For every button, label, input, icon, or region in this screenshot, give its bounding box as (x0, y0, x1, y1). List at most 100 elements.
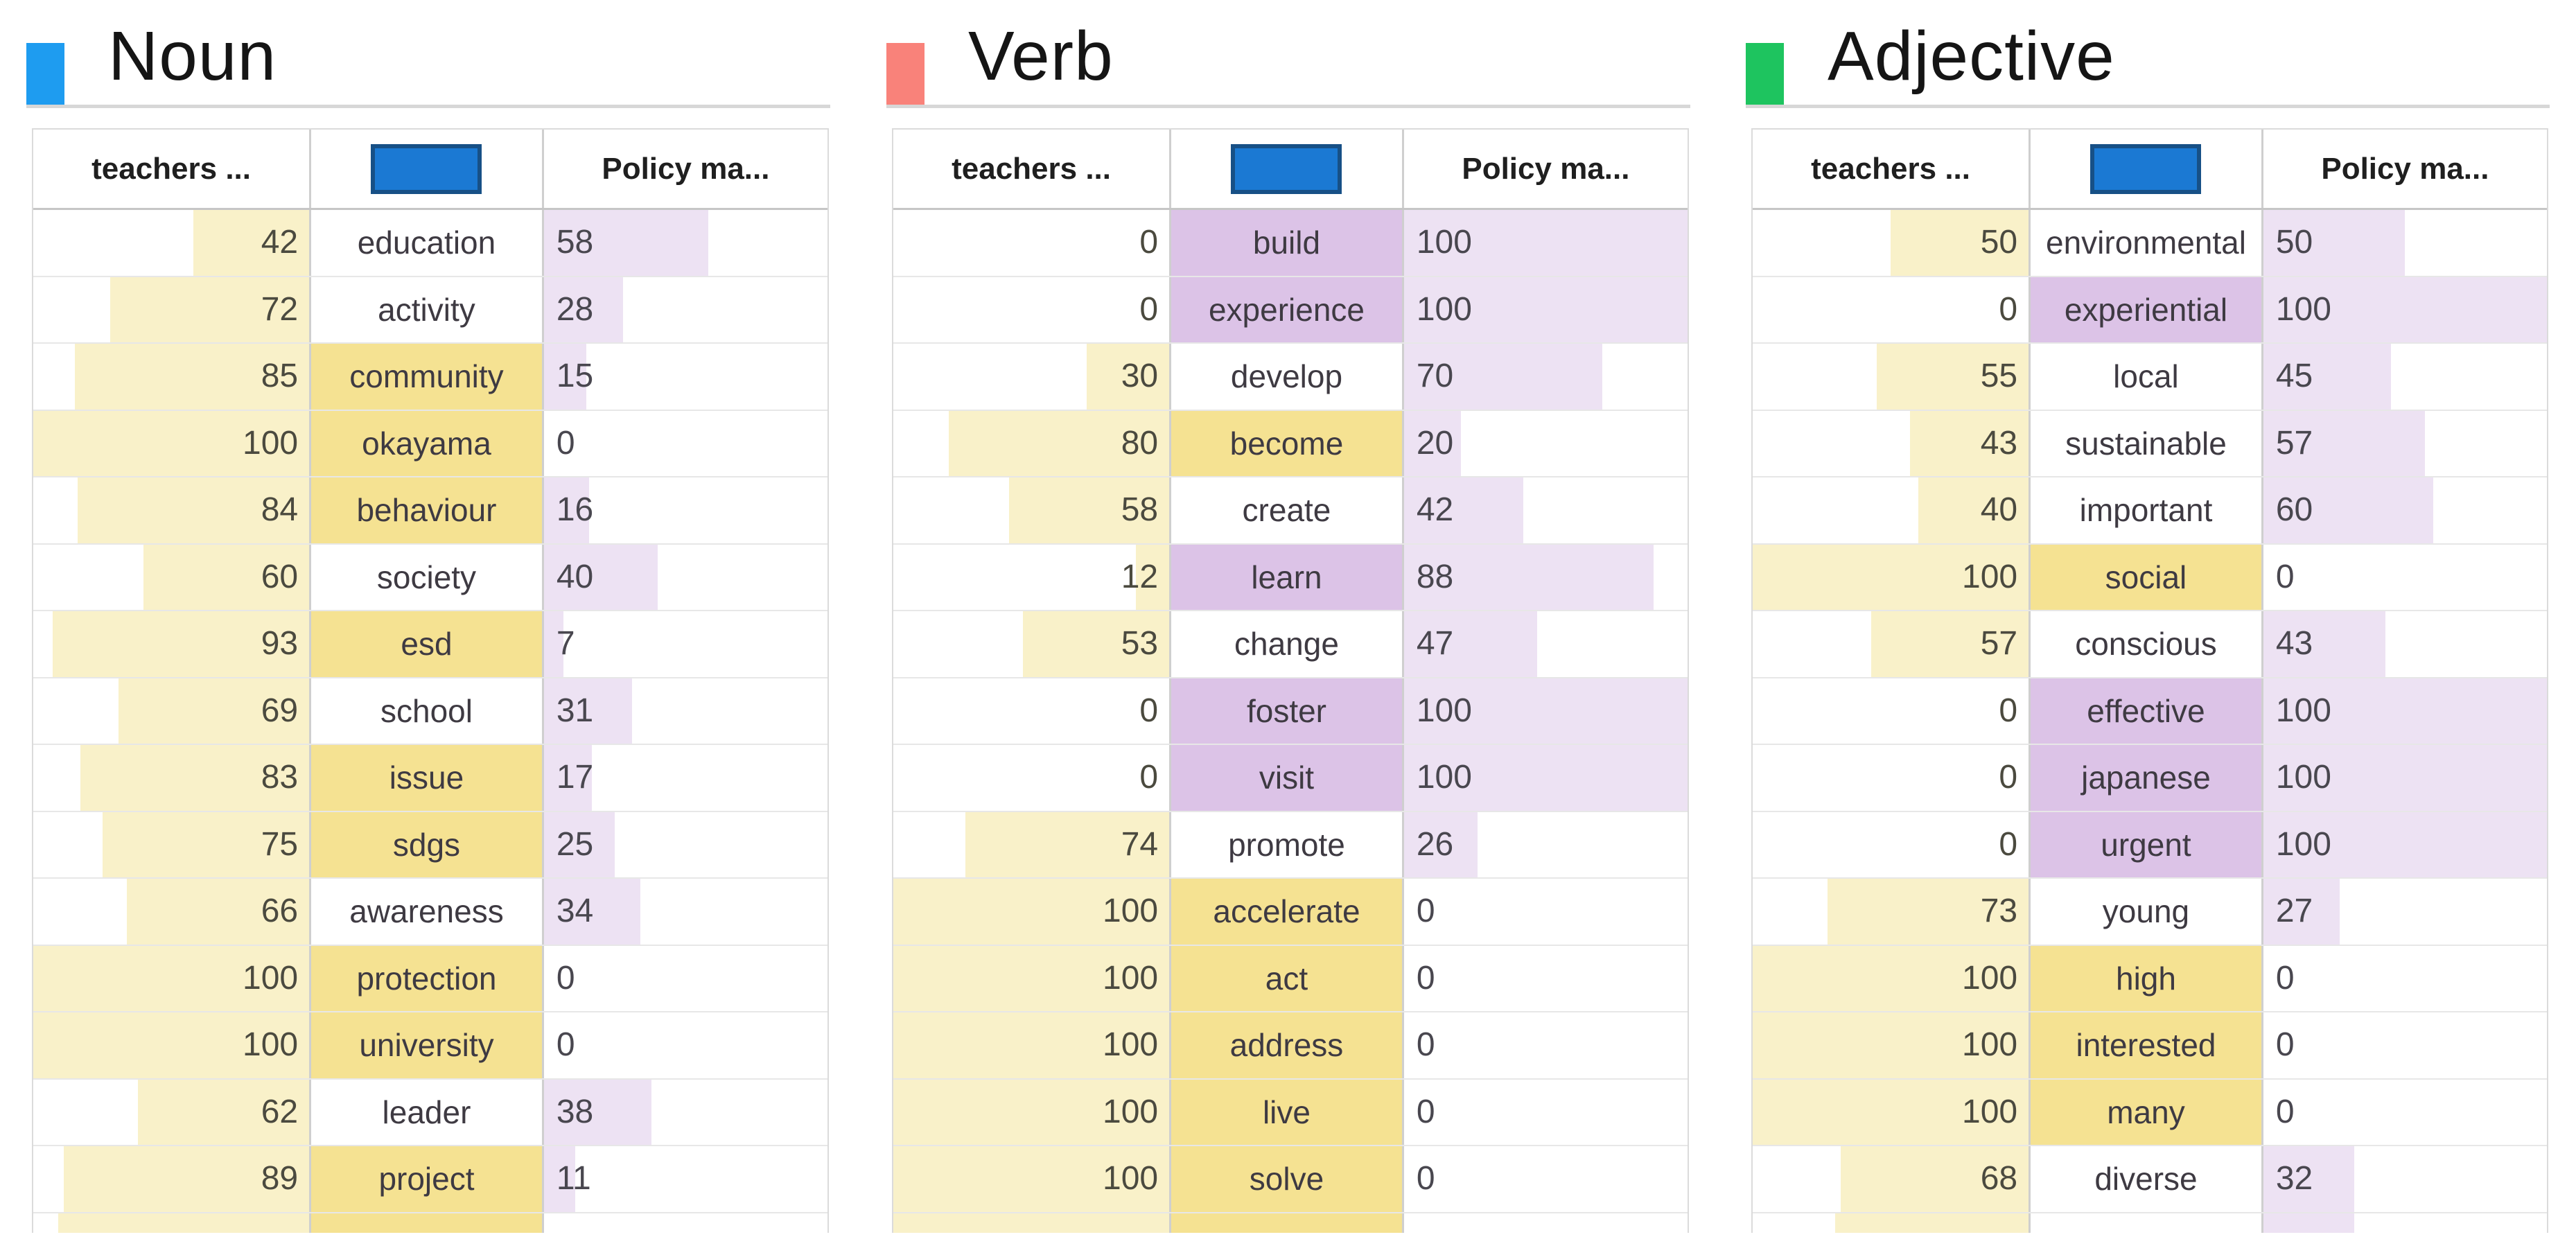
column-header-word[interactable] (311, 130, 544, 208)
policy-value-cell[interactable] (2263, 1213, 2547, 1233)
policy-value-cell[interactable]: 0 (544, 411, 827, 477)
column-header-policy[interactable]: Policy ma... (2321, 151, 2489, 186)
teachers-value-cell[interactable]: 74 (893, 811, 1172, 877)
table-row[interactable]: 100 act 0 (893, 945, 1688, 1012)
table-row[interactable]: 73 young 27 (1753, 879, 2547, 946)
word-cell[interactable]: local (2031, 344, 2263, 410)
policy-value-cell[interactable]: 7 (543, 611, 827, 677)
word-cell[interactable]: activity (311, 277, 544, 342)
table-row-partial[interactable] (33, 1213, 827, 1233)
word-cell[interactable]: important (2031, 477, 2263, 543)
word-cell[interactable]: esd (311, 611, 544, 677)
table-row[interactable]: 69 school 31 (33, 678, 827, 745)
teachers-value-cell[interactable]: 100 (33, 945, 312, 1011)
word-cell[interactable]: behaviour (311, 477, 544, 543)
table-row[interactable]: 62 leader 38 (33, 1079, 827, 1146)
table-row[interactable]: 100 university 0 (33, 1012, 827, 1080)
teachers-value-cell[interactable]: 93 (33, 611, 312, 677)
word-cell[interactable]: conscious (2031, 611, 2263, 677)
table-row[interactable]: 60 society 40 (33, 544, 827, 611)
table-row[interactable]: 57 conscious 43 (1753, 611, 2547, 678)
teachers-value-cell[interactable]: 100 (33, 410, 312, 476)
table-row[interactable]: 89 project 11 (33, 1146, 827, 1213)
policy-value-cell[interactable]: 0 (1404, 1080, 1688, 1146)
word-cell[interactable]: experience (1171, 277, 1404, 342)
table-row[interactable]: 68 diverse 32 (1753, 1146, 2547, 1213)
word-cell[interactable]: sustainable (2031, 410, 2263, 476)
word-cell[interactable]: okayama (311, 410, 544, 476)
word-cell[interactable]: effective (2031, 678, 2263, 744)
teachers-value-cell[interactable]: 85 (33, 344, 312, 410)
table-row-partial[interactable] (1753, 1213, 2547, 1233)
word-cell[interactable]: visit (1171, 745, 1404, 811)
column-header-teachers[interactable]: teachers ... (33, 130, 312, 208)
policy-value-cell[interactable]: 60 (2263, 477, 2547, 543)
word-cell[interactable]: leader (311, 1079, 544, 1145)
teachers-value-cell[interactable]: 100 (893, 945, 1172, 1011)
policy-value-cell[interactable]: 100 (1403, 210, 1688, 276)
table-row[interactable]: 100 many 0 (1753, 1079, 2547, 1146)
word-cell[interactable]: awareness (311, 879, 544, 945)
table-row[interactable]: 100 high 0 (1753, 945, 2547, 1012)
policy-value-cell[interactable]: 0 (1404, 879, 1688, 945)
table-row[interactable]: 100 protection 0 (33, 945, 827, 1012)
table-row[interactable]: 83 issue 17 (33, 745, 827, 812)
teachers-value-cell[interactable]: 53 (893, 611, 1172, 677)
word-cell[interactable]: diverse (2031, 1146, 2263, 1212)
policy-value-cell[interactable]: 20 (1403, 410, 1688, 476)
table-row[interactable]: 72 activity 28 (33, 277, 827, 344)
policy-value-cell[interactable]: 43 (2263, 611, 2547, 677)
word-cell[interactable]: high (2031, 945, 2263, 1011)
table-row[interactable]: 84 behaviour 16 (33, 477, 827, 545)
word-cell[interactable]: act (1171, 945, 1404, 1011)
policy-value-cell[interactable] (1404, 1213, 1688, 1234)
policy-value-cell[interactable]: 16 (543, 477, 827, 543)
policy-value-cell[interactable]: 34 (543, 879, 827, 945)
teachers-value-cell[interactable]: 83 (33, 745, 312, 811)
table-row[interactable]: 74 promote 26 (893, 811, 1688, 879)
teachers-value-cell[interactable]: 0 (1753, 678, 2031, 744)
teachers-value-cell[interactable]: 0 (893, 210, 1172, 276)
teachers-value-cell[interactable]: 75 (33, 811, 312, 877)
teachers-value-cell[interactable]: 0 (1753, 277, 2031, 342)
policy-value-cell[interactable]: 58 (543, 210, 827, 276)
teachers-value-cell[interactable]: 0 (893, 678, 1172, 744)
table-row[interactable]: 0 build 100 (893, 210, 1688, 277)
teachers-value-cell[interactable]: 73 (1753, 879, 2031, 945)
word-cell[interactable]: environmental (2031, 210, 2263, 276)
teachers-value-cell[interactable]: 50 (1753, 210, 2031, 276)
table-row[interactable]: 50 environmental 50 (1753, 210, 2547, 277)
policy-value-cell[interactable]: 100 (2263, 811, 2547, 877)
word-cell[interactable]: project (311, 1146, 544, 1212)
word-cell[interactable]: create (1171, 477, 1404, 543)
word-cell[interactable]: issue (311, 745, 544, 811)
teachers-value-cell[interactable]: 12 (893, 544, 1172, 610)
teachers-value-cell[interactable]: 60 (33, 544, 312, 610)
policy-value-cell[interactable]: 27 (2263, 879, 2547, 945)
column-header-teachers[interactable]: teachers ... (1753, 130, 2031, 208)
table-row[interactable]: 80 become 20 (893, 410, 1688, 477)
policy-value-cell[interactable]: 0 (2263, 946, 2547, 1012)
table-row[interactable]: 100 okayama 0 (33, 410, 827, 477)
teachers-value-cell[interactable]: 43 (1753, 410, 2031, 476)
teachers-value-cell[interactable]: 100 (1753, 1079, 2031, 1145)
column-header-word[interactable] (2031, 130, 2263, 208)
teachers-value-cell[interactable]: 100 (893, 1146, 1172, 1212)
word-cell[interactable]: live (1171, 1079, 1404, 1145)
teachers-value-cell[interactable]: 100 (893, 879, 1172, 945)
teachers-value-cell[interactable]: 100 (893, 1012, 1172, 1078)
policy-value-cell[interactable]: 17 (543, 745, 827, 811)
table-row[interactable]: 0 experience 100 (893, 277, 1688, 344)
policy-value-cell[interactable]: 0 (544, 1012, 827, 1078)
policy-value-cell[interactable]: 100 (1403, 678, 1688, 744)
policy-value-cell[interactable]: 31 (543, 678, 827, 744)
teachers-value-cell[interactable]: 100 (1753, 945, 2031, 1011)
policy-value-cell[interactable]: 0 (2263, 1012, 2547, 1078)
policy-value-cell[interactable]: 42 (1403, 477, 1688, 543)
word-cell[interactable]: develop (1171, 344, 1404, 410)
word-cell[interactable] (1171, 1213, 1404, 1233)
column-header-policy[interactable]: Policy ma... (1462, 151, 1630, 186)
teachers-value-cell[interactable]: 68 (1753, 1146, 2031, 1212)
teachers-value-cell[interactable]: 0 (1753, 745, 2031, 811)
policy-value-cell[interactable]: 100 (2263, 745, 2547, 811)
